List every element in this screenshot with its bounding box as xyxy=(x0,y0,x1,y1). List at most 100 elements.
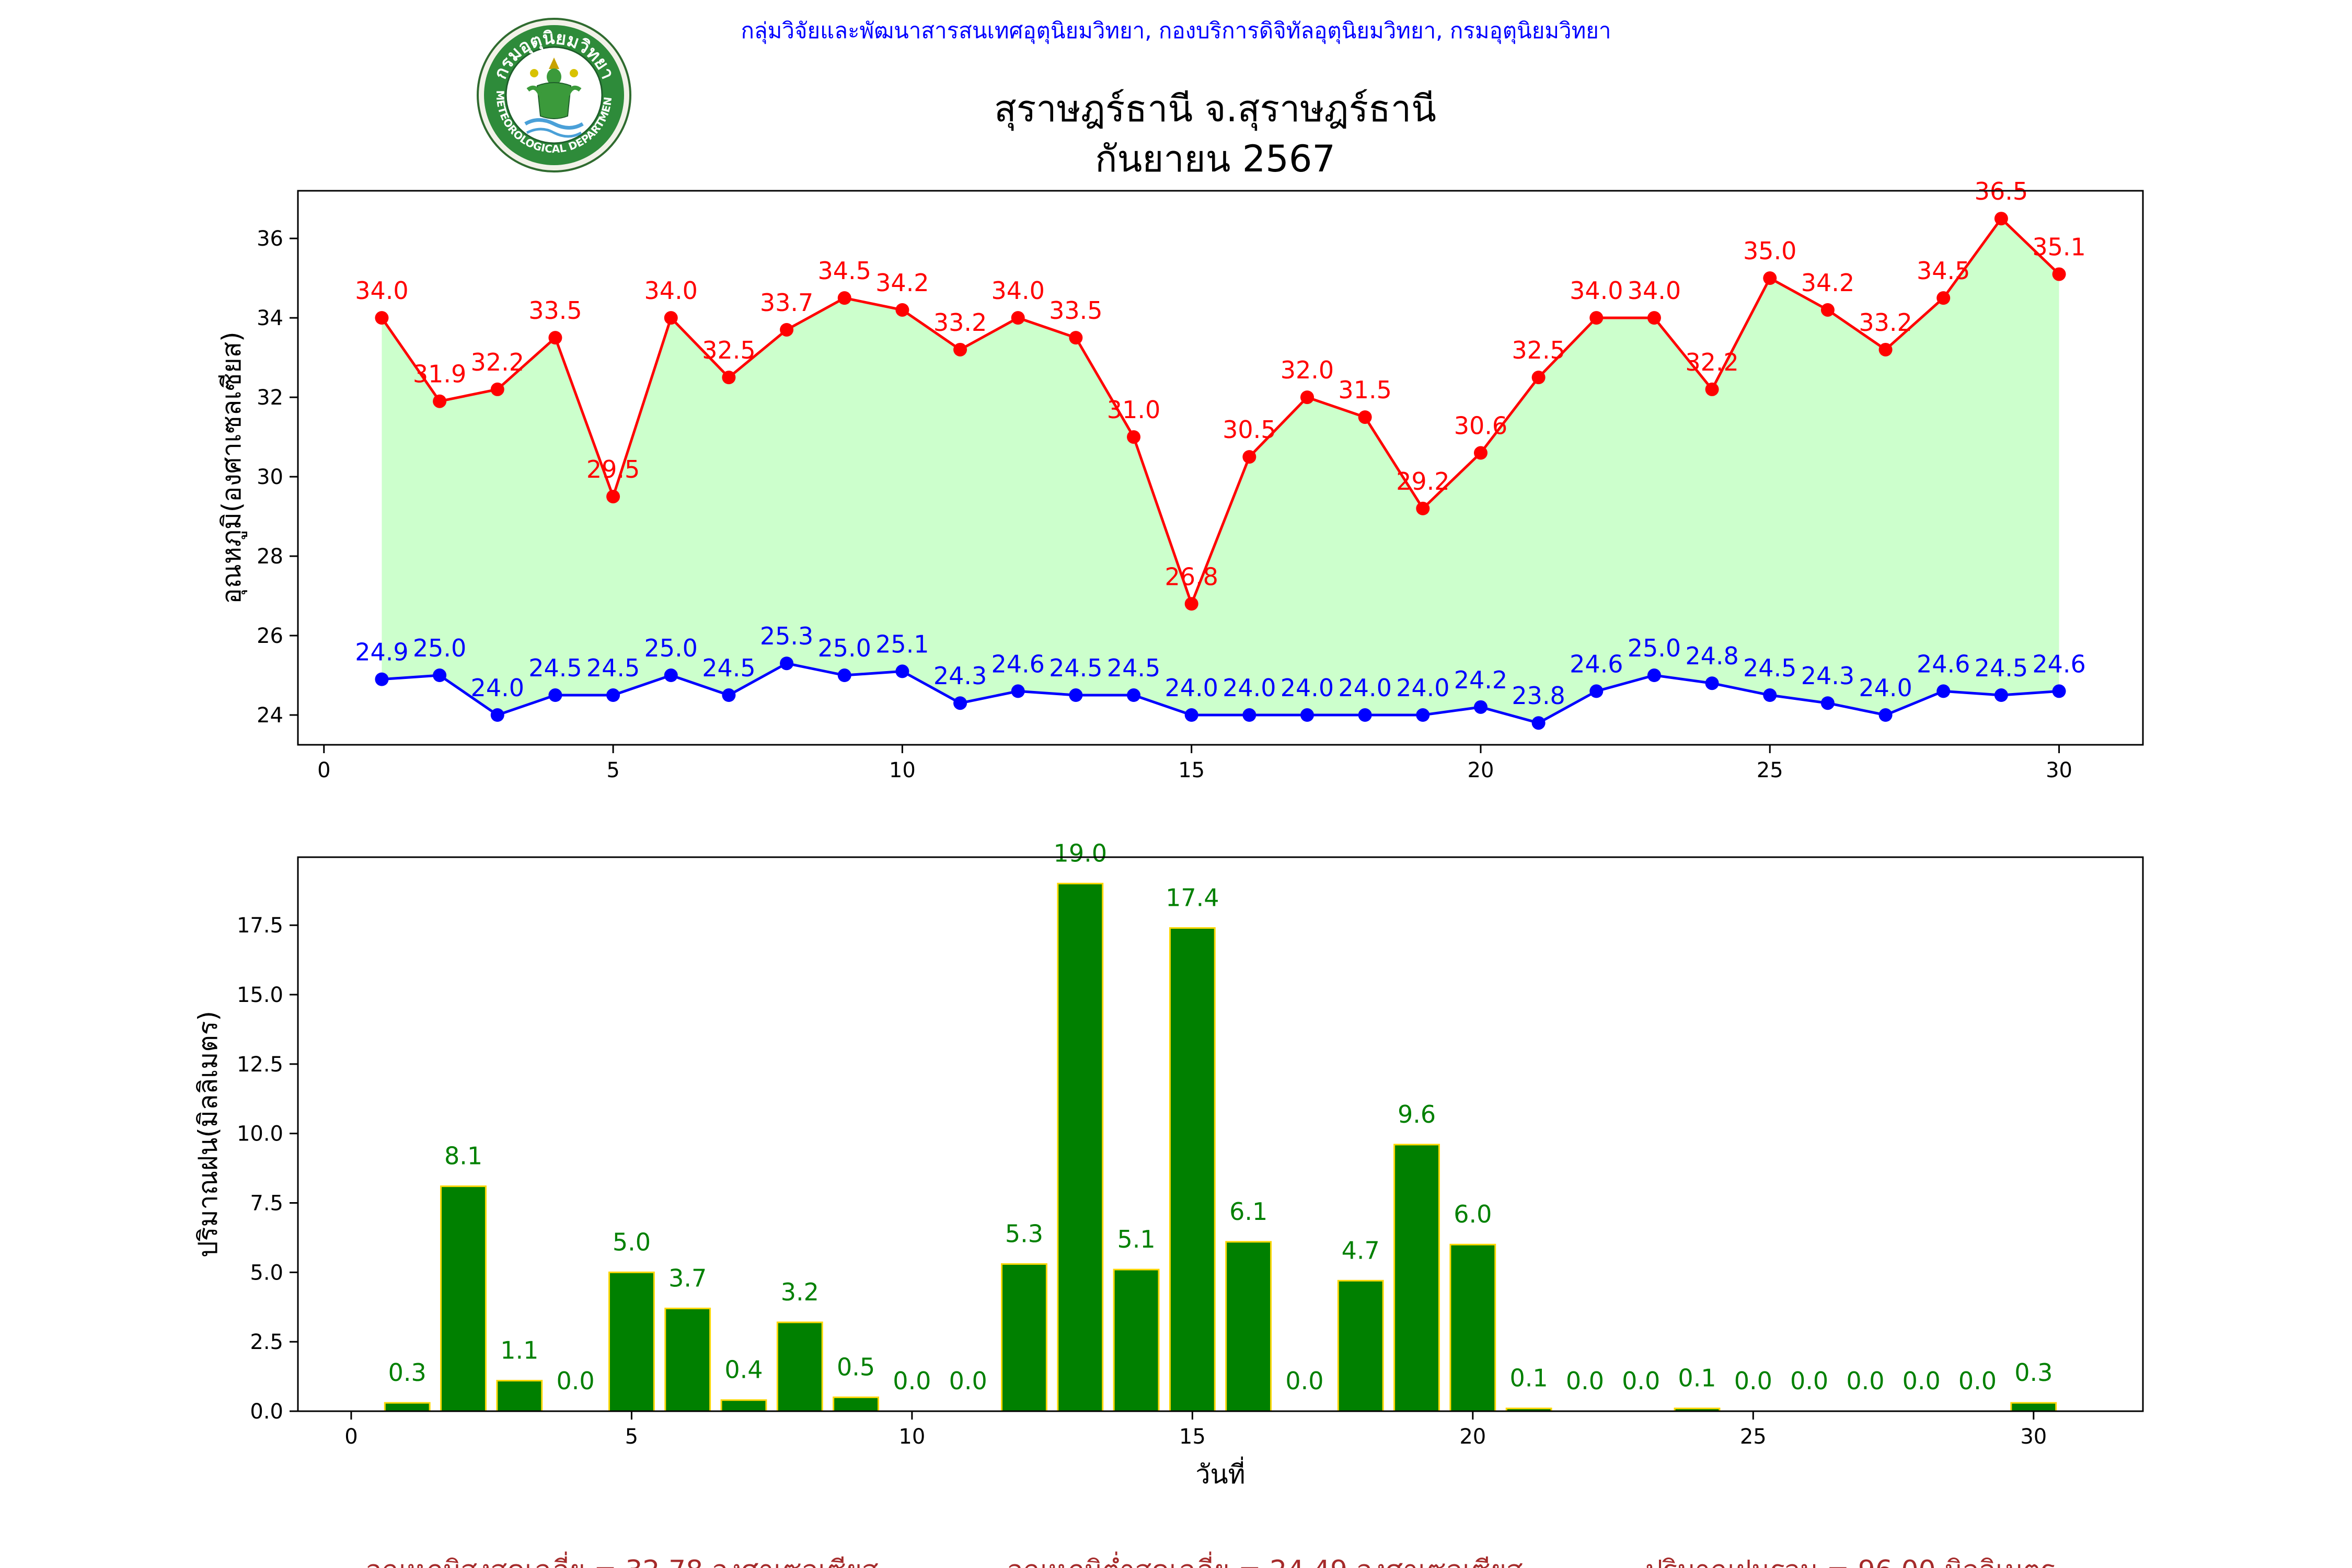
max-temp-point xyxy=(1589,311,1604,325)
rain-bar xyxy=(608,1271,655,1412)
rain-value-label: 0.3 xyxy=(2014,1358,2053,1387)
rainfall-x-tick-label: 10 xyxy=(898,1425,925,1449)
min-temp-point xyxy=(490,708,504,722)
rain-value-label: 0.0 xyxy=(557,1367,595,1395)
min-temp-label: 24.5 xyxy=(1049,654,1102,682)
rain-value-label: 0.0 xyxy=(1622,1367,1660,1395)
min-temp-label: 24.8 xyxy=(1685,642,1738,670)
rain-bar xyxy=(833,1396,880,1412)
min-temp-point xyxy=(837,668,851,683)
min-temp-point xyxy=(1416,708,1430,722)
org-line: กลุ่มวิจัยและพัฒนาสารสนเทศอุตุนิยมวิทยา,… xyxy=(741,18,1611,44)
max-temp-point xyxy=(1705,382,1719,396)
min-temp-point xyxy=(1242,708,1256,722)
min-temp-point xyxy=(1647,668,1661,683)
max-temp-line xyxy=(381,216,2060,608)
temperature-y-tick-label: 32 xyxy=(257,386,283,410)
min-temp-point xyxy=(953,696,967,710)
max-temp-label: 31.0 xyxy=(1107,396,1160,424)
rain-value-label: 8.1 xyxy=(444,1142,482,1170)
rain-value-label: 5.1 xyxy=(1117,1225,1155,1253)
max-temp-label: 29.2 xyxy=(1396,467,1449,495)
min-temp-label: 25.0 xyxy=(1628,634,1681,662)
rainfall-y-tick-label: 15.0 xyxy=(237,983,283,1007)
min-temp-point xyxy=(1820,696,1835,710)
max-temp-point xyxy=(1011,311,1025,325)
rain-value-label: 3.7 xyxy=(668,1264,707,1292)
rain-value-label: 0.0 xyxy=(1846,1367,1884,1395)
rain-value-label: 0.0 xyxy=(1958,1367,1997,1395)
rain-value-label: 0.0 xyxy=(1790,1367,1828,1395)
max-temp-point xyxy=(2052,267,2066,281)
max-temp-label: 34.0 xyxy=(355,276,408,305)
min-temp-label: 25.0 xyxy=(818,634,871,662)
max-temp-label: 32.2 xyxy=(1685,348,1738,376)
rain-value-label: 9.6 xyxy=(1398,1100,1436,1128)
rain-bar xyxy=(1337,1279,1384,1412)
max-temp-label: 31.5 xyxy=(1338,376,1391,404)
temperature-y-tick-label: 24 xyxy=(257,704,283,728)
rainfall-x-tick-label: 25 xyxy=(1740,1425,1767,1449)
rain-bar xyxy=(440,1185,487,1412)
min-temp-point xyxy=(375,672,389,686)
rain-value-label: 0.4 xyxy=(724,1356,763,1384)
max-temp-point xyxy=(1763,271,1777,285)
temperature-x-tick-label: 5 xyxy=(606,758,619,782)
min-temp-point xyxy=(1705,676,1719,690)
rain-bar xyxy=(1001,1263,1047,1412)
rainfall-y-tick-label: 5.0 xyxy=(250,1261,283,1285)
max-temp-label: 26.8 xyxy=(1165,562,1218,591)
max-temp-point xyxy=(953,342,967,356)
rain-bar xyxy=(1449,1243,1496,1412)
temperature-x-tick-label: 25 xyxy=(1757,758,1783,782)
min-temp-point xyxy=(1878,708,1893,722)
temperature-x-tick-label: 15 xyxy=(1178,758,1205,782)
min-temp-point xyxy=(1127,688,1141,702)
min-temp-point xyxy=(722,688,736,702)
rainfall-x-tick-label: 20 xyxy=(1459,1425,1486,1449)
rain-bar xyxy=(1113,1269,1160,1412)
min-temp-label: 24.5 xyxy=(1107,654,1160,682)
min-temp-point xyxy=(1358,708,1372,722)
rainfall-y-axis-label: ปริมาณฝน(มิลลิเมตร) xyxy=(193,1011,223,1258)
max-temp-point xyxy=(606,490,620,504)
rain-value-label: 0.1 xyxy=(1678,1364,1716,1392)
max-temp-point xyxy=(1358,410,1372,424)
min-temp-label: 25.0 xyxy=(413,634,466,662)
max-temp-label: 35.0 xyxy=(1743,237,1796,265)
min-temp-point xyxy=(895,664,909,678)
max-temp-label: 33.7 xyxy=(760,289,813,317)
min-temp-point xyxy=(1473,700,1488,714)
max-temp-point xyxy=(1184,597,1198,611)
max-temp-point xyxy=(1994,212,2008,226)
max-temp-label: 32.0 xyxy=(1281,356,1334,384)
temperature-x-tick-label: 10 xyxy=(889,758,916,782)
min-temp-label: 24.6 xyxy=(991,650,1044,678)
rain-value-label: 6.1 xyxy=(1229,1197,1267,1226)
rainfall-x-tick-label: 15 xyxy=(1179,1425,1206,1449)
meteorological-department-logo: กรมอุตุนิยมวิทยา METEOROLOGICAL DEPARTME… xyxy=(476,17,631,172)
rain-value-label: 0.0 xyxy=(1903,1367,1941,1395)
min-temp-label: 24.0 xyxy=(1396,674,1449,702)
min-temp-label: 24.9 xyxy=(355,638,408,666)
min-temp-label: 24.0 xyxy=(1223,674,1276,702)
max-temp-point xyxy=(1242,450,1256,464)
min-temp-label: 25.0 xyxy=(644,634,698,662)
max-temp-label: 31.9 xyxy=(413,360,466,388)
rain-value-label: 0.5 xyxy=(837,1353,875,1381)
rain-bar xyxy=(776,1321,823,1412)
max-temp-point xyxy=(433,394,447,408)
max-temp-point xyxy=(1820,303,1835,317)
min-temp-point xyxy=(1531,716,1546,730)
rain-value-label: 5.0 xyxy=(613,1228,651,1256)
rain-value-label: 19.0 xyxy=(1054,839,1107,867)
rain-bar xyxy=(496,1380,543,1412)
chart-title-line2: กันยายน 2567 xyxy=(1095,137,1335,180)
max-temp-point xyxy=(1647,311,1661,325)
max-temp-label: 32.5 xyxy=(1512,336,1565,364)
rainfall-y-tick-label: 2.5 xyxy=(250,1330,283,1354)
min-temp-label: 24.0 xyxy=(1165,674,1218,702)
rain-value-label: 3.2 xyxy=(781,1278,819,1306)
min-temp-label: 24.2 xyxy=(1454,666,1507,694)
rainfall-x-tick-label: 5 xyxy=(625,1425,638,1449)
